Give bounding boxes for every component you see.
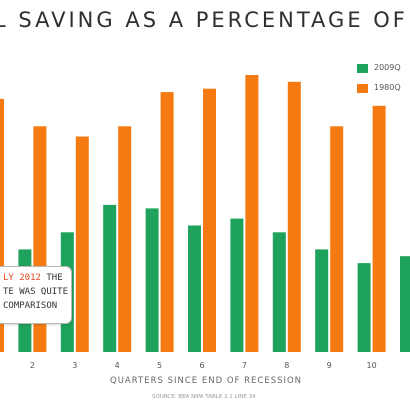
callout-line-3: COMPARISON xyxy=(3,301,58,311)
legend-item-2009: 2009Q xyxy=(357,60,410,80)
callout-line-1: LY 2012 THE xyxy=(3,271,71,285)
chart-title: L SAVING AS A PERCENTAGE OF DISPOSA xyxy=(0,8,410,32)
bar-series2-q9 xyxy=(330,126,344,352)
legend-swatch-1980 xyxy=(357,84,368,93)
legend: 2009Q 1980Q xyxy=(357,60,410,100)
bar-series2-q5 xyxy=(160,92,174,352)
bar-series2-q8 xyxy=(287,81,301,353)
callout-line-1-rest: THE xyxy=(40,273,63,283)
callout-line-2: TE WAS QUITE xyxy=(3,287,69,297)
bar-series2-q3 xyxy=(75,136,89,352)
x-tick-label: 8 xyxy=(284,361,289,370)
bar-series1-q11 xyxy=(400,256,410,352)
x-tick-label: 4 xyxy=(115,361,120,370)
x-tick-label: 2 xyxy=(30,361,35,370)
x-axis-label: QUARTERS SINCE END OF RECESSION xyxy=(110,376,303,386)
bar-series1-q9 xyxy=(315,249,329,352)
bar-series1-q4 xyxy=(103,204,117,352)
legend-label-2009: 2009Q xyxy=(374,63,401,72)
callout-highlight: LY 2012 xyxy=(3,273,41,283)
x-tick-label: 10 xyxy=(367,361,377,370)
bar-series1-q8 xyxy=(272,232,286,352)
bar-series1-q10 xyxy=(357,263,371,352)
bar-series1-q6 xyxy=(188,225,201,352)
bar-series2-q10 xyxy=(372,105,386,352)
legend-swatch-2009 xyxy=(357,64,368,73)
bar-series2-q6 xyxy=(203,88,216,352)
legend-item-1980: 1980Q xyxy=(357,80,410,100)
bar-series2-q1 xyxy=(0,98,4,353)
bar-series2-q4 xyxy=(118,126,132,352)
bar-series2-q7 xyxy=(245,75,259,352)
x-tick-label: 7 xyxy=(242,361,247,370)
bar-series1-q5 xyxy=(145,208,159,352)
legend-label-1980: 1980Q xyxy=(374,83,401,92)
x-tick-label: 9 xyxy=(327,361,332,370)
bar-series1-q7 xyxy=(230,218,244,352)
x-tick-label: 3 xyxy=(72,361,77,370)
source-note: SOURCE: BEA NIPA TABLE 2.1 LINE 34 xyxy=(152,394,256,400)
x-tick-label: 6 xyxy=(199,361,204,370)
annotation-callout: LY 2012 THE TE WAS QUITE COMPARISON xyxy=(0,266,72,324)
x-tick-label: 5 xyxy=(157,361,162,370)
